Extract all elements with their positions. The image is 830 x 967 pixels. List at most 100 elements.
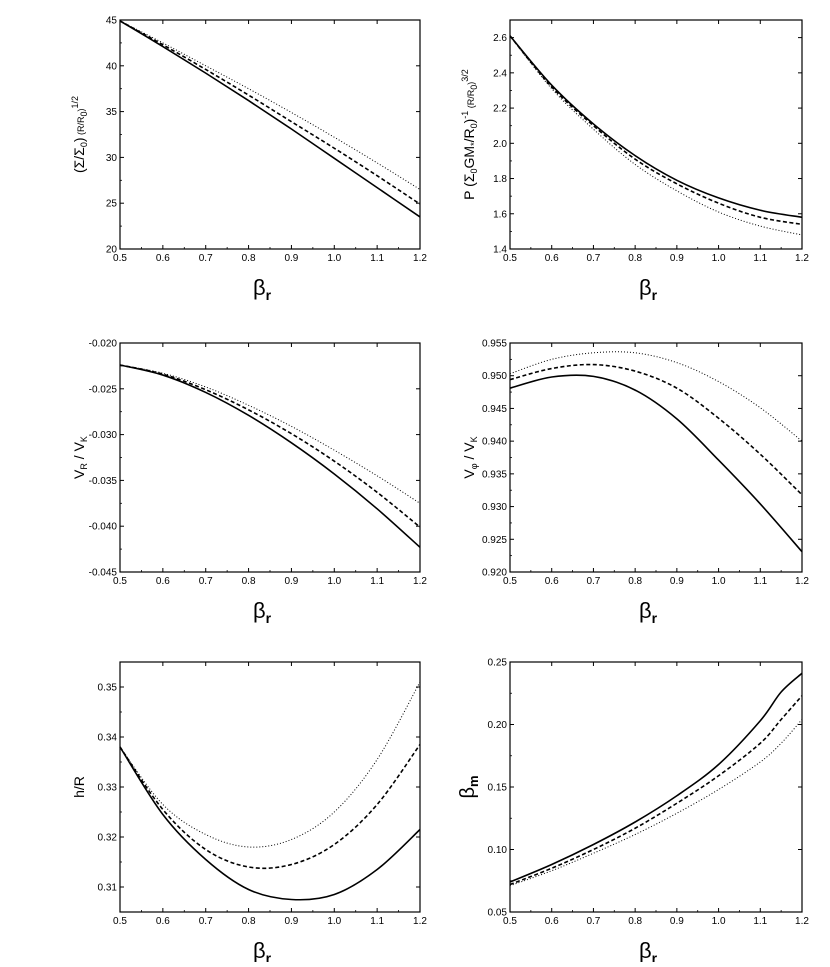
x-tick-label: 0.5: [113, 576, 127, 587]
y-tick-label: 0.940: [482, 437, 507, 448]
y-tick-label: 40: [106, 61, 118, 72]
y-tick-label: 0.33: [98, 783, 118, 794]
x-tick-label: 1.1: [753, 253, 767, 264]
y-tick-label: 0.920: [482, 568, 507, 579]
x-tick-label: 0.8: [628, 253, 642, 264]
series-solid-line: [119, 364, 421, 548]
y-tick-label: 0.25: [488, 658, 508, 669]
panel-2: 0.5 0.6 0.7 0.8 0.9 1.0 1.1 1.2 1.4 1.6 1.8 2.0 2.2 2…: [460, 19, 809, 303]
y-tick-label: 0.32: [98, 833, 118, 844]
plot-frame: [509, 661, 803, 913]
y-tick-label: -0.045: [89, 568, 118, 579]
y-tick-label: 35: [106, 107, 118, 118]
x-axis-label: βr: [253, 275, 272, 303]
x-tick-label: 1.2: [795, 576, 809, 587]
x-tick-label: 0.6: [545, 576, 559, 587]
y-tick-label: 2.2: [493, 104, 507, 115]
x-tick-label: 0.9: [670, 576, 684, 587]
y-tick-label: 0.15: [488, 783, 508, 794]
x-tick-label: 1.2: [413, 576, 427, 587]
series-dotted-line: [119, 364, 421, 504]
y-tick-label: 25: [106, 199, 118, 210]
x-tick-label: 1.0: [712, 253, 726, 264]
x-tick-label: 0.5: [503, 916, 517, 927]
x-tick-label: 0.7: [199, 253, 213, 264]
x-tick-label: 0.5: [503, 253, 517, 264]
x-tick-label: 0.7: [199, 916, 213, 927]
y-tick-label: 45: [106, 16, 118, 27]
y-tick-label: 30: [106, 153, 118, 164]
series-dashed-line: [509, 35, 803, 226]
x-axis-label: βr: [253, 938, 272, 962]
y-tick-label: 0.31: [98, 883, 118, 894]
series-dotted-line: [509, 351, 803, 442]
plot-frame: [119, 661, 421, 913]
x-tick-label: 1.2: [413, 916, 427, 927]
y-axis-label: VR / VK: [71, 436, 89, 479]
x-tick-label: 0.7: [586, 253, 600, 264]
plot-frame: [509, 19, 803, 250]
y-tick-label: 0.35: [98, 683, 118, 694]
x-tick-label: 1.1: [370, 916, 384, 927]
x-tick-label: 0.6: [545, 253, 559, 264]
y-tick-label: 0.925: [482, 535, 507, 546]
x-tick-label: 0.7: [586, 576, 600, 587]
y-tick-label: -0.035: [89, 476, 118, 487]
y-tick-label: 0.950: [482, 371, 507, 382]
y-tick-label: 0.34: [98, 733, 118, 744]
y-tick-label: 1.6: [493, 209, 507, 220]
panel-5: 0.5 0.6 0.7 0.8 0.9 1.0 1.1 1.2 0.31 0.32 0.33 0.34…: [71, 661, 427, 966]
y-axis-label: (Σ/Σ0) (R/R0)1/2: [70, 96, 89, 173]
x-tick-label: 0.6: [545, 916, 559, 927]
x-tick-label: 1.0: [712, 916, 726, 927]
y-tick-label: 2.6: [493, 33, 507, 44]
y-tick-label: 0.935: [482, 469, 507, 480]
y-tick-label: 1.8: [493, 174, 507, 185]
x-axis-label: βr: [639, 275, 658, 303]
x-tick-label: 0.5: [503, 576, 517, 587]
series-solid-line: [509, 672, 803, 883]
y-tick-label: -0.030: [89, 430, 118, 441]
x-axis-label: βr: [253, 598, 272, 626]
y-tick-label: 0.930: [482, 502, 507, 513]
x-tick-label: 1.1: [753, 916, 767, 927]
x-tick-label: 0.8: [242, 576, 256, 587]
y-tick-label: 1.4: [493, 245, 507, 256]
y-tick-label: -0.040: [89, 522, 118, 533]
y-tick-label: 0.945: [482, 404, 507, 415]
series-dashed-line: [119, 364, 421, 528]
x-tick-label: 1.0: [327, 253, 341, 264]
series-dashed-line: [119, 744, 421, 870]
series-dotted-line: [509, 719, 803, 887]
x-tick-label: 0.5: [113, 916, 127, 927]
x-tick-label: 0.6: [156, 253, 170, 264]
series-solid-line: [509, 374, 803, 553]
x-tick-label: 0.9: [670, 916, 684, 927]
x-tick-label: 1.2: [413, 253, 427, 264]
y-tick-label: 0.20: [488, 720, 508, 731]
plot-frame: [119, 342, 421, 573]
y-tick-label: 0.10: [488, 845, 508, 856]
series-dotted-line: [119, 681, 421, 848]
x-tick-label: 0.7: [199, 576, 213, 587]
x-tick-label: 0.5: [113, 253, 127, 264]
x-tick-label: 0.8: [242, 253, 256, 264]
x-axis-label: βr: [639, 598, 658, 626]
x-tick-label: 0.7: [586, 916, 600, 927]
y-tick-label: 2.0: [493, 139, 507, 150]
x-tick-label: 0.9: [670, 253, 684, 264]
x-tick-label: 1.2: [795, 253, 809, 264]
x-tick-label: 1.1: [753, 576, 767, 587]
y-tick-label: 20: [106, 245, 118, 256]
plot-frame: [119, 19, 421, 250]
panel-3: 0.5 0.6 0.7 0.8 0.9 1.0 1.1 1.2 -0.045 -0.040 -0.0…: [71, 339, 427, 627]
x-tick-label: 0.9: [284, 916, 298, 927]
y-axis-label: h/R: [71, 776, 87, 798]
panel-1: 0.5 0.6 0.7 0.8 0.9 1.0 1.1 1.2 20 25 30 35 40 45 βr (Σ…: [70, 16, 427, 304]
panel-4: 0.5 0.6 0.7 0.8 0.9 1.0 1.1 1.2 0.920 0.925 0.930 0…: [461, 339, 809, 627]
series-dashed-line: [119, 20, 421, 205]
series-dashed-line: [509, 695, 803, 886]
y-axis-label: P (Σ0GM*/R0)-1 (R/R0)3/2: [460, 69, 479, 200]
